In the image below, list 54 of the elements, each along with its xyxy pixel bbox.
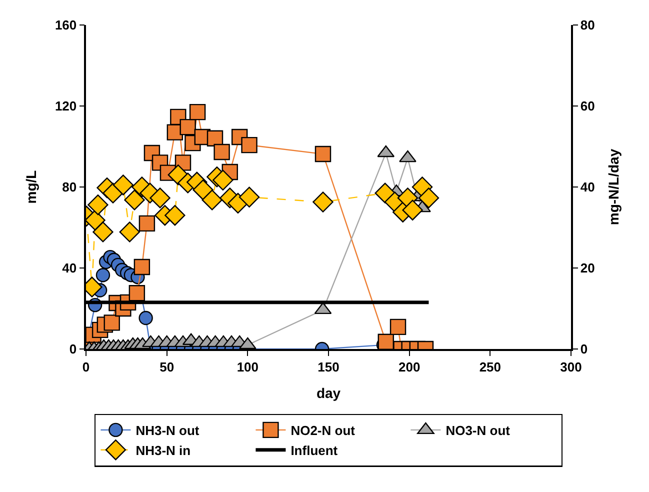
point (314, 146, 332, 162)
legend-label: NH3-N out (136, 423, 200, 438)
x-tick-label: 200 (398, 359, 420, 374)
point (124, 190, 145, 210)
x-tick-label: 250 (479, 359, 502, 374)
y2-tick-label: 20 (580, 260, 595, 276)
point (88, 194, 108, 216)
y-tick-label: 160 (54, 18, 77, 33)
point (104, 314, 120, 331)
y2-axis-title: mg-N/L/day (606, 148, 622, 226)
point (418, 188, 440, 208)
point (192, 179, 214, 200)
x-tick-label: 300 (560, 359, 582, 374)
y2-tick-label: 40 (580, 180, 595, 195)
point (128, 285, 146, 302)
point (238, 186, 260, 208)
point (212, 170, 234, 190)
point (86, 210, 106, 231)
point (180, 118, 196, 136)
point (138, 215, 156, 232)
point (390, 318, 406, 336)
point (312, 192, 334, 212)
point (102, 182, 124, 204)
point (402, 200, 423, 220)
x-tick-label: 50 (160, 359, 174, 374)
y2-tick-label: 0 (580, 342, 588, 357)
x-axis-title: day (316, 385, 341, 402)
y2-tick-label: 60 (580, 98, 595, 114)
y-axis-title: mg/L (23, 170, 40, 204)
x-tick-label: 0 (82, 359, 90, 374)
point (134, 258, 150, 276)
point (241, 136, 258, 154)
x-tick-label: 100 (236, 359, 259, 374)
legend-label: NO3-N out (446, 423, 511, 438)
legend-label: NH3-N in (136, 442, 191, 458)
y-tick-label: 40 (62, 260, 77, 276)
y-tick-label: 0 (69, 342, 77, 357)
legend-label: NO2-N out (290, 423, 356, 438)
legend-label: Influent (290, 442, 338, 458)
point (96, 268, 110, 282)
point (189, 104, 206, 120)
point (112, 174, 134, 196)
point (150, 188, 170, 208)
y2-tick-label: 80 (580, 18, 595, 33)
point (119, 222, 140, 242)
point (92, 222, 114, 242)
point (214, 144, 230, 160)
point (202, 190, 222, 210)
point (138, 310, 153, 326)
y-tick-label: 80 (62, 180, 77, 195)
point (378, 334, 394, 349)
point (164, 205, 186, 226)
y-tick-label: 120 (54, 98, 77, 114)
x-tick-label: 150 (318, 359, 340, 374)
